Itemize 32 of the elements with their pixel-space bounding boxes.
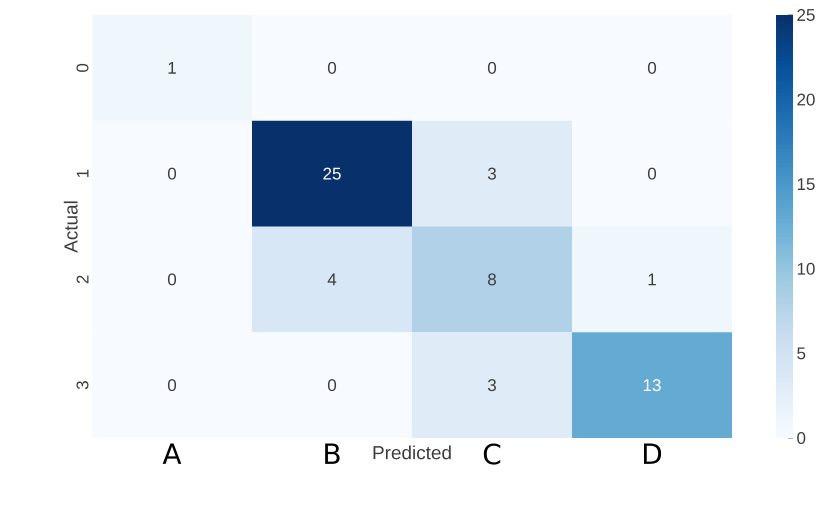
y-tick-label: 1	[76, 170, 88, 178]
y-tick-label: 3	[76, 381, 88, 390]
data-label: 0	[648, 62, 656, 74]
data-label: 4	[328, 274, 336, 286]
data-label: 8	[488, 273, 496, 286]
x-tick-label: B	[325, 444, 340, 464]
color-bar-label: 5	[797, 347, 806, 360]
x-axis-title: Predicted	[374, 445, 451, 460]
y-axis-title: Actual	[64, 201, 78, 253]
data-label: 1	[648, 274, 656, 286]
data-label: 0	[328, 379, 336, 392]
data-label: 0	[168, 379, 176, 392]
y-tick-label: 0	[76, 64, 88, 72]
data-label: 3	[488, 168, 496, 180]
x-tick-label: C	[484, 444, 500, 465]
data-label: 0	[648, 168, 656, 180]
data-label: 25	[323, 168, 341, 180]
x-tick-label: A	[162, 444, 182, 464]
color-bar-label: 20	[797, 94, 815, 106]
data-label: 3	[488, 379, 496, 392]
data-label: 0	[328, 62, 336, 74]
y-tick-label: 2	[76, 276, 88, 284]
data-label: 0	[488, 62, 496, 74]
data-label: 0	[168, 168, 176, 180]
x-tick-label: D	[644, 444, 662, 464]
data-label: 1	[168, 62, 176, 74]
color-bar-label: 0	[797, 432, 806, 444]
color-bar-label: 25	[797, 9, 815, 21]
data-label: 13	[644, 379, 661, 392]
color-bar-label: 15	[798, 178, 815, 190]
data-label: 0	[168, 273, 176, 286]
color-bar-label: 10	[798, 262, 815, 275]
